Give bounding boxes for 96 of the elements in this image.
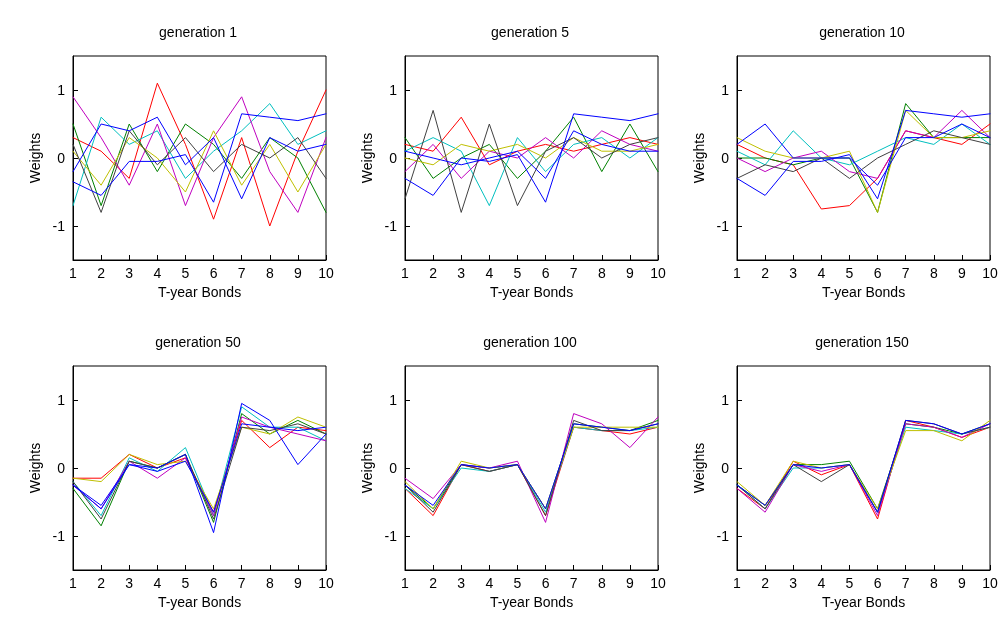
x-tick-label: 1 xyxy=(401,265,410,281)
x-tick-label: 9 xyxy=(625,265,634,281)
y-tick-label: 0 xyxy=(389,460,398,476)
x-tick-label: 7 xyxy=(901,575,910,591)
chart-title: generation 1 xyxy=(159,24,238,40)
x-axis-title: T-year Bonds xyxy=(157,593,242,610)
x-tick-label: 7 xyxy=(237,265,246,281)
x-tick-label: 4 xyxy=(153,575,162,591)
x-axis-title: T-year Bonds xyxy=(821,283,906,300)
x-tick-label: 9 xyxy=(293,575,302,591)
x-tick-label: 6 xyxy=(873,265,882,281)
x-tick-label: 3 xyxy=(125,265,134,281)
x-tick-label: 2 xyxy=(429,575,438,591)
y-tick-label: 0 xyxy=(57,150,66,166)
y-tick-label: -1 xyxy=(52,218,66,234)
x-tick-label: 4 xyxy=(817,265,826,281)
y-tick-label: 1 xyxy=(57,82,66,98)
y-tick-label: 0 xyxy=(721,150,730,166)
x-tick-label: 8 xyxy=(265,265,274,281)
x-tick-label: 8 xyxy=(597,575,606,591)
x-tick-label: 4 xyxy=(817,575,826,591)
y-tick-label: -1 xyxy=(716,218,730,234)
x-tick-label: 2 xyxy=(97,265,106,281)
x-tick-label: 5 xyxy=(181,575,190,591)
y-axis-title: Weights xyxy=(690,442,707,494)
x-tick-label: 2 xyxy=(761,265,770,281)
x-tick-label: 9 xyxy=(957,265,966,281)
x-tick-label: 3 xyxy=(125,575,134,591)
y-tick-label: 0 xyxy=(389,150,398,166)
x-tick-label: 5 xyxy=(181,265,190,281)
x-tick-label: 7 xyxy=(569,265,578,281)
x-tick-label: 5 xyxy=(845,575,854,591)
x-tick-label: 7 xyxy=(569,575,578,591)
chart-title: generation 100 xyxy=(483,334,577,350)
x-tick-label: 2 xyxy=(429,265,438,281)
x-tick-label: 4 xyxy=(485,575,494,591)
x-tick-label: 6 xyxy=(873,575,882,591)
chart-title: generation 150 xyxy=(815,334,909,350)
y-tick-label: 1 xyxy=(57,392,66,408)
x-tick-label: 9 xyxy=(957,575,966,591)
x-tick-label: 7 xyxy=(901,265,910,281)
y-axis-title: Weights xyxy=(690,132,707,184)
x-tick-label: 1 xyxy=(69,575,78,591)
x-tick-label: 5 xyxy=(845,265,854,281)
x-axis-title: T-year Bonds xyxy=(489,593,574,610)
x-axis-title: T-year Bonds xyxy=(489,283,574,300)
x-tick-label: 6 xyxy=(541,575,550,591)
x-tick-label: 8 xyxy=(929,575,938,591)
x-tick-label: 1 xyxy=(733,575,742,591)
y-tick-label: 0 xyxy=(721,460,730,476)
y-tick-label: 0 xyxy=(57,460,66,476)
x-tick-label: 4 xyxy=(153,265,162,281)
x-axis-title: T-year Bonds xyxy=(157,283,242,300)
x-tick-label: 2 xyxy=(761,575,770,591)
y-tick-label: 1 xyxy=(721,82,730,98)
y-tick-label: 1 xyxy=(389,392,398,408)
x-tick-label: 4 xyxy=(485,265,494,281)
x-tick-label: 5 xyxy=(513,575,522,591)
y-tick-label: -1 xyxy=(384,528,398,544)
chart-title: generation 5 xyxy=(491,24,570,40)
chart-title: generation 50 xyxy=(155,334,242,350)
x-tick-label: 1 xyxy=(69,265,78,281)
y-tick-label: 1 xyxy=(389,82,398,98)
x-tick-label: 3 xyxy=(789,265,798,281)
y-axis-title: Weights xyxy=(26,442,43,494)
x-tick-label: 10 xyxy=(650,265,666,281)
y-tick-label: 1 xyxy=(721,392,730,408)
x-tick-label: 10 xyxy=(650,575,666,591)
x-tick-label: 6 xyxy=(209,265,218,281)
x-tick-label: 8 xyxy=(265,575,274,591)
x-tick-label: 10 xyxy=(982,265,998,281)
chart-title: generation 10 xyxy=(819,24,906,40)
y-axis-title: Weights xyxy=(26,132,43,184)
x-tick-label: 5 xyxy=(513,265,522,281)
x-tick-label: 9 xyxy=(625,575,634,591)
x-tick-label: 10 xyxy=(318,265,334,281)
y-axis-title: Weights xyxy=(358,132,375,184)
x-tick-label: 9 xyxy=(293,265,302,281)
x-tick-label: 10 xyxy=(982,575,998,591)
y-tick-label: -1 xyxy=(716,528,730,544)
x-tick-label: 8 xyxy=(929,265,938,281)
x-tick-label: 3 xyxy=(457,575,466,591)
x-tick-label: 10 xyxy=(318,575,334,591)
x-tick-label: 8 xyxy=(597,265,606,281)
x-tick-label: 2 xyxy=(97,575,106,591)
x-tick-label: 3 xyxy=(457,265,466,281)
x-tick-label: 1 xyxy=(733,265,742,281)
x-tick-label: 3 xyxy=(789,575,798,591)
x-tick-label: 6 xyxy=(541,265,550,281)
x-tick-label: 1 xyxy=(401,575,410,591)
x-tick-label: 6 xyxy=(209,575,218,591)
y-tick-label: -1 xyxy=(52,528,66,544)
y-axis-title: Weights xyxy=(358,442,375,494)
x-axis-title: T-year Bonds xyxy=(821,593,906,610)
x-tick-label: 7 xyxy=(237,575,246,591)
y-tick-label: -1 xyxy=(384,218,398,234)
